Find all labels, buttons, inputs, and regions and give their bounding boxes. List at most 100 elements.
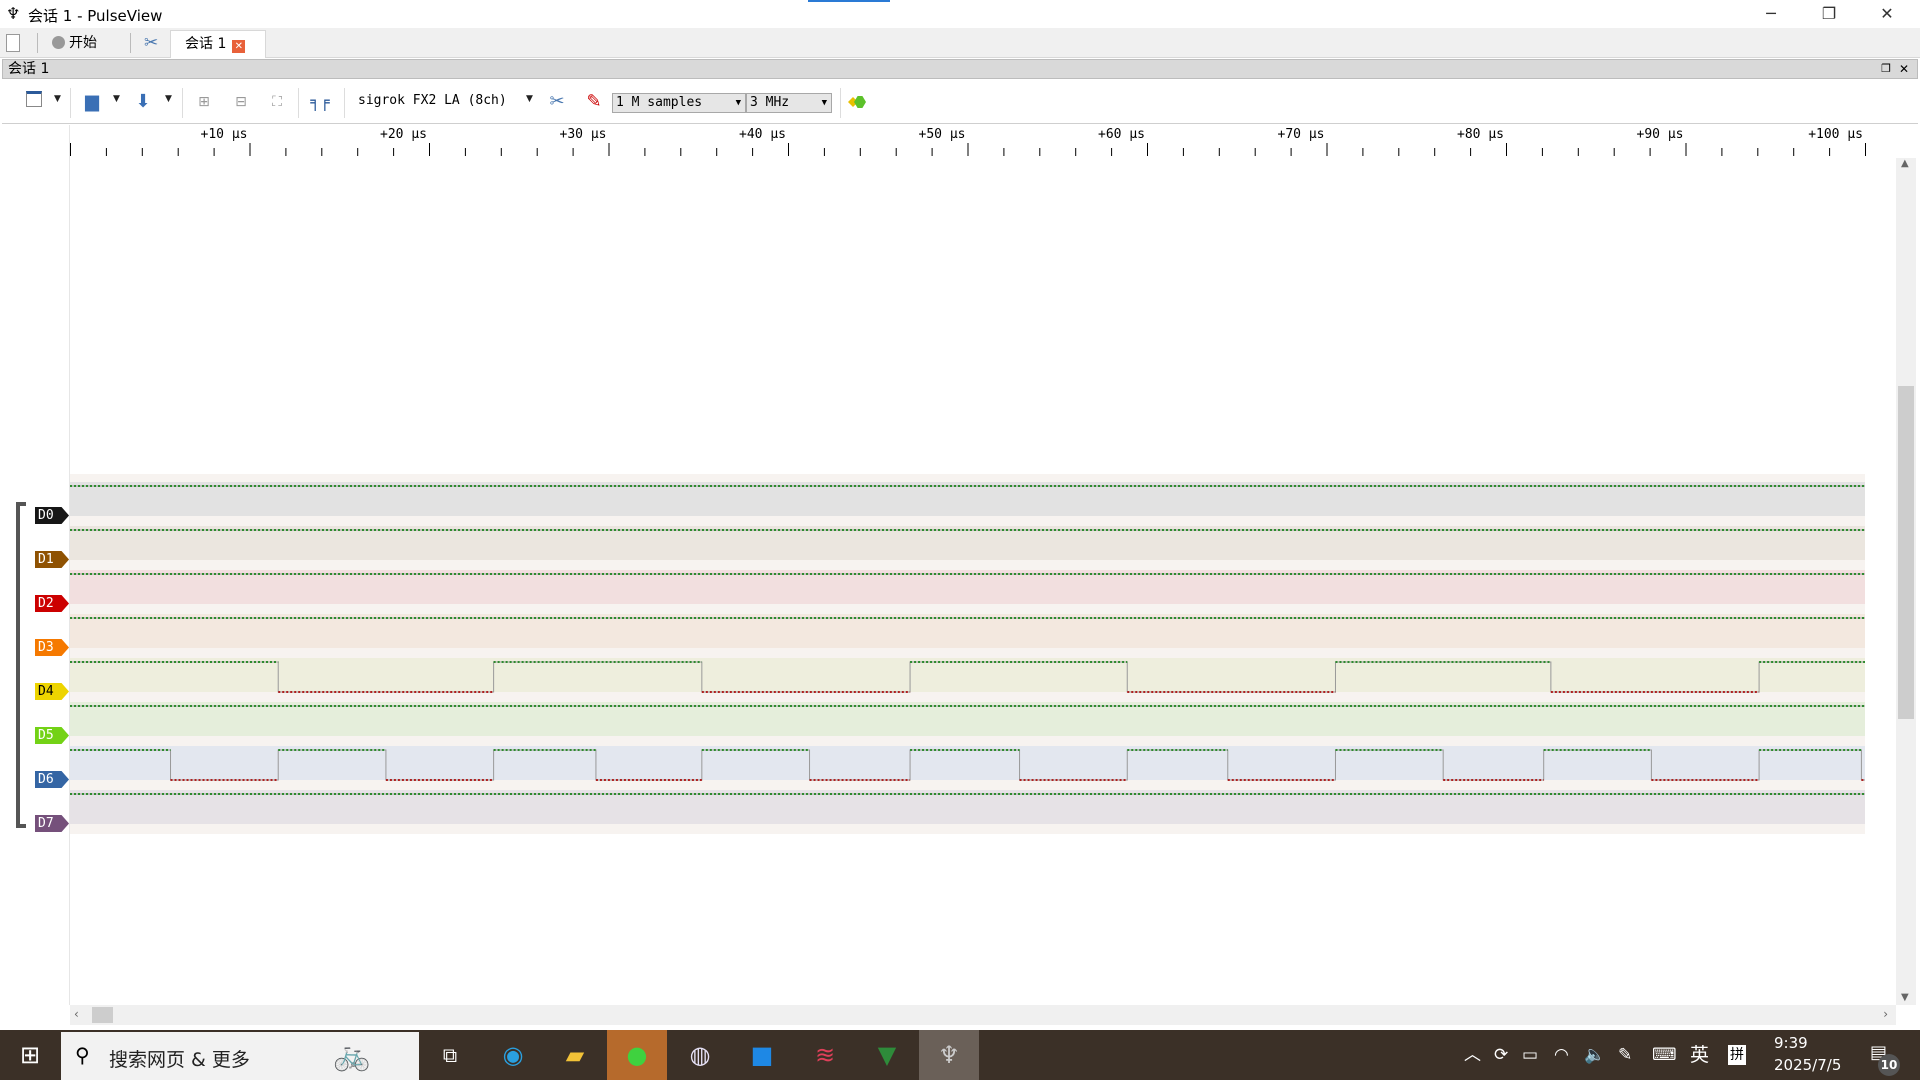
ruler-label: +100 µs — [1808, 127, 1863, 142]
taskbar: ⊞ ⚲ 搜索网页 & 更多 🚲 ⧉ ◉ ▰ ● ◍ ■ ≋ ▼ ♆ ︿ ⟳ ▭ … — [0, 1030, 1920, 1080]
taskbar-app[interactable]: ◍ — [670, 1030, 730, 1080]
show-cursors-button[interactable]: ╕╒ — [308, 90, 332, 114]
taskbar-explorer[interactable]: ▰ — [545, 1030, 605, 1080]
samplerate-select[interactable]: 3 MHz ▼ — [746, 93, 832, 113]
start-button[interactable]: ⊞ — [0, 1030, 60, 1080]
device-config-button[interactable]: ✂ — [545, 90, 569, 114]
taskbar-app-blue[interactable]: ■ — [732, 1030, 792, 1080]
trace-view[interactable] — [70, 158, 1896, 1005]
taskbar-app-red[interactable]: ≋ — [795, 1030, 855, 1080]
channel-label-d7[interactable]: D7 — [35, 815, 69, 832]
time-ruler: +10 µs +20 µs +30 µs +40 µs +50 µs +60 µs +70 … — [70, 127, 1866, 156]
channel-label-d3[interactable]: D3 — [35, 639, 69, 656]
chevron-down-icon: ▼ — [821, 98, 827, 108]
clock-time[interactable]: 9:39 — [1774, 1034, 1808, 1052]
close-dock-icon[interactable]: ✕ — [1898, 62, 1909, 76]
keyboard-icon[interactable]: ⌨ — [1652, 1045, 1677, 1065]
save-button[interactable]: ⬇ — [131, 90, 155, 114]
title-bar: ♆ 会话 1 - PulseView ─ ❐ ✕ — [0, 0, 1920, 28]
search-icon: ⚲ — [75, 1043, 90, 1067]
zoom-out-button[interactable]: ⊟ — [229, 90, 253, 114]
app-icon: ■ — [750, 1041, 774, 1069]
zoom-in-button[interactable]: ⊞ — [192, 90, 216, 114]
close-button[interactable]: ✕ — [1880, 4, 1894, 23]
tray-overflow-icon[interactable]: ︿ — [1464, 1045, 1481, 1065]
chevron-down-icon: ▼ — [735, 98, 741, 108]
divider — [37, 33, 38, 53]
channel-row-bg — [70, 526, 1865, 560]
open-dropdown[interactable]: ▼ — [113, 94, 120, 104]
channel-row-bg — [70, 614, 1865, 648]
channel-label-d0[interactable]: D0 — [35, 507, 69, 524]
channel-row-bg — [70, 658, 1865, 692]
ruler-label: +10 µs — [201, 127, 248, 142]
scroll-down-icon[interactable]: ▼ — [1901, 992, 1909, 1003]
scroll-right-icon[interactable]: › — [1883, 1007, 1888, 1021]
app-icon: ◍ — [689, 1041, 711, 1069]
taskbar-app-green[interactable]: ▼ — [857, 1030, 917, 1080]
app-icon: ≋ — [814, 1041, 836, 1069]
horizontal-scroll-thumb[interactable] — [92, 1007, 113, 1023]
sample-count-select[interactable]: 1 M samples ▼ — [612, 93, 746, 113]
taskbar-edge[interactable]: ◉ — [483, 1030, 543, 1080]
folder-icon: ▆ — [85, 91, 99, 112]
scroll-left-icon[interactable]: ‹ — [74, 1007, 79, 1021]
maximize-button[interactable]: ❐ — [1821, 4, 1837, 23]
save-icon: ⬇ — [135, 91, 151, 112]
pen-icon[interactable]: ✎ — [1618, 1045, 1633, 1065]
battery-icon[interactable]: ▭ — [1522, 1045, 1539, 1065]
settings-tools-button[interactable]: ✂ — [144, 30, 164, 58]
new-view-button[interactable] — [22, 90, 46, 114]
close-tab-icon[interactable]: ✕ — [232, 40, 246, 53]
windows-icon: ⊞ — [19, 1041, 41, 1069]
probes-button[interactable]: ✎ — [582, 90, 606, 114]
tools-icon: ✂ — [144, 33, 159, 53]
new-view-dropdown[interactable]: ▼ — [54, 94, 61, 104]
window-title: 会话 1 - PulseView — [28, 7, 163, 25]
channel-row-bg — [70, 570, 1865, 604]
channel-row-bg — [70, 790, 1865, 824]
zoom-in-icon: ⊞ — [198, 94, 210, 110]
taskbar-wechat[interactable]: ● — [607, 1030, 667, 1080]
device-selector[interactable]: sigrok FX2 LA (8ch) — [358, 93, 507, 108]
save-dropdown[interactable]: ▼ — [165, 94, 172, 104]
ruler-label: +50 µs — [919, 127, 966, 142]
run-button[interactable] — [848, 95, 868, 109]
new-session-button[interactable] — [6, 30, 26, 58]
float-dock-icon[interactable]: ❐ — [1881, 62, 1891, 75]
volume-icon[interactable]: 🔈 — [1584, 1045, 1606, 1065]
update-icon[interactable]: ⟳ — [1494, 1045, 1509, 1065]
tab-start[interactable]: 开始 — [52, 30, 112, 58]
search-box[interactable]: ⚲ 搜索网页 & 更多 🚲 — [61, 1032, 419, 1080]
zoom-fit-button[interactable]: ⛶ — [265, 90, 289, 114]
channel-label-d6[interactable]: D6 — [35, 771, 69, 788]
clock-date[interactable]: 2025/7/5 — [1774, 1056, 1842, 1074]
session-dock-header: 会话 1 ❐ ✕ — [2, 59, 1918, 79]
device-dropdown[interactable]: ▼ — [526, 94, 533, 104]
ruler-label: +70 µs — [1278, 127, 1325, 142]
run-icon — [848, 97, 858, 107]
tab-session-1[interactable]: 会话 1 ✕ — [170, 30, 266, 58]
scroll-up-icon[interactable]: ▲ — [1901, 158, 1909, 169]
samplerate-value: 3 MHz — [750, 95, 790, 110]
divider — [840, 88, 841, 118]
ruler-label: +30 µs — [560, 127, 607, 142]
channel-label-d5[interactable]: D5 — [35, 727, 69, 744]
ime-mode[interactable]: 拼 — [1728, 1045, 1746, 1065]
channel-label-d4[interactable]: D4 — [35, 683, 69, 700]
channel-group-bracket — [16, 502, 26, 828]
notification-count: 10 — [1878, 1054, 1900, 1076]
ime-language[interactable]: 英 — [1690, 1044, 1710, 1066]
vertical-scroll-thumb[interactable] — [1898, 386, 1914, 719]
taskbar-pulseview[interactable]: ♆ — [919, 1030, 979, 1080]
divider — [182, 88, 183, 118]
open-button[interactable]: ▆ — [80, 90, 104, 114]
vertical-scrollbar[interactable]: ▲ ▼ — [1896, 158, 1916, 1005]
channel-label-d2[interactable]: D2 — [35, 595, 69, 612]
bicycle-icon: 🚲 — [333, 1038, 371, 1073]
minimize-button[interactable]: ─ — [1766, 4, 1776, 23]
wifi-icon[interactable]: ◠ — [1554, 1045, 1569, 1065]
channel-label-d1[interactable]: D1 — [35, 551, 69, 568]
horizontal-scrollbar[interactable]: ‹ › — [70, 1005, 1896, 1025]
task-view-button[interactable]: ⧉ — [420, 1030, 480, 1080]
